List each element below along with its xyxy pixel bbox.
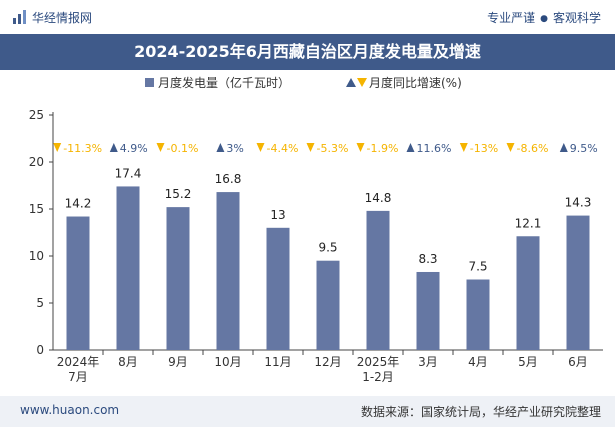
bar-value-label: 8.3 <box>418 252 437 266</box>
bar-value-label: 13 <box>270 208 285 222</box>
y-tick-label: 15 <box>29 202 44 216</box>
tagline-left: 专业严谨 <box>487 11 536 25</box>
growth-down-marker <box>459 143 468 152</box>
footer: www.huaon.com 数据来源：国家统计局，华经产业研究院整理 <box>0 396 615 427</box>
x-tick-label: 5月 <box>518 355 538 369</box>
legend: 月度发电量（亿千瓦时） 月度同比增速(%) <box>145 75 462 90</box>
legend-down-marker <box>357 78 367 87</box>
bar-value-label: 7.5 <box>468 260 487 274</box>
tagline-right: 客观科学 <box>552 11 601 25</box>
growth-up-marker <box>216 143 225 152</box>
growth-label: -8.6% <box>517 142 549 155</box>
tagline: 专业严谨 ● 客观科学 <box>487 9 601 26</box>
growth-label: -4.4% <box>267 142 299 155</box>
growth-label: -1.9% <box>367 142 399 155</box>
x-tick-label: 3月 <box>418 355 438 369</box>
growth-label: -5.3% <box>317 142 349 155</box>
logo-icon <box>13 10 26 24</box>
bar-value-label: 17.4 <box>115 166 142 180</box>
growth-up-marker <box>109 143 118 152</box>
x-tick-label: 4月 <box>468 355 488 369</box>
growth-up-marker <box>406 143 415 152</box>
bar-value-label: 14.3 <box>565 196 592 210</box>
brand-name: 华经情报网 <box>32 11 93 25</box>
y-tick-label: 20 <box>29 155 44 169</box>
bar-value-label: 16.8 <box>215 172 242 186</box>
x-tick-label: 12月 <box>314 355 341 369</box>
growth-down-marker <box>256 143 265 152</box>
growth-down-marker <box>306 143 315 152</box>
bar <box>266 227 290 350</box>
bar-value-label: 14.2 <box>65 197 92 211</box>
legend-bar-swatch <box>145 78 154 87</box>
legend-bar-label: 月度发电量（亿千瓦时） <box>158 75 290 90</box>
x-tick-label: 1-2月 <box>362 370 394 384</box>
growth-up-marker <box>559 143 568 152</box>
chart-title: 2024-2025年6月西藏自治区月度发电量及增速 <box>0 34 615 70</box>
bar <box>166 207 190 350</box>
bar <box>216 192 240 350</box>
bar <box>66 216 90 350</box>
x-tick-label: 7月 <box>68 370 88 384</box>
growth-label: 3% <box>226 142 243 155</box>
y-tick-label: 0 <box>36 343 44 357</box>
x-tick-label: 10月 <box>214 355 241 369</box>
bar-value-label: 12.1 <box>515 216 542 230</box>
legend-line-label: 月度同比增速(%) <box>369 75 462 90</box>
growth-down-marker <box>506 143 515 152</box>
growth-label: 4.9% <box>120 142 148 155</box>
growth-labels: -11.3% 4.9% -0.1% 3% -4.4% -5.3% -1.9% 11.6% -13… <box>53 142 598 155</box>
y-tick-label: 5 <box>36 296 44 310</box>
growth-label: -11.3% <box>63 142 102 155</box>
x-tick-label: 2025年 <box>357 355 400 369</box>
bar <box>466 279 490 350</box>
x-tick-label: 2024年 <box>57 355 100 369</box>
y-tick-label: 10 <box>29 249 44 263</box>
growth-label: -13% <box>470 142 498 155</box>
x-tick-label: 8月 <box>118 355 138 369</box>
growth-label: 9.5% <box>570 142 598 155</box>
growth-label: 11.6% <box>417 142 452 155</box>
x-tick-label: 9月 <box>168 355 188 369</box>
bar <box>366 210 390 350</box>
bar-value-label: 9.5 <box>318 241 337 255</box>
bar <box>316 260 340 350</box>
growth-label: -0.1% <box>167 142 199 155</box>
y-tick-label: 25 <box>29 108 44 122</box>
legend-up-marker <box>346 78 356 87</box>
bar <box>416 271 440 350</box>
bar <box>516 236 540 350</box>
bars: 14.2 17.4 15.2 16.8 13 9.5 14.8 8.3 7.5 12.1 14.3 <box>65 166 592 350</box>
growth-down-marker <box>53 143 62 152</box>
x-tick-label: 6月 <box>568 355 588 369</box>
footer-url: www.huaon.com <box>20 403 120 417</box>
bar <box>116 186 140 350</box>
x-tick-label: 11月 <box>264 355 291 369</box>
growth-down-marker <box>156 143 165 152</box>
bar-value-label: 14.8 <box>365 191 392 205</box>
header-bar: 华经情报网 专业严谨 ● 客观科学 <box>0 0 615 34</box>
bullet-icon: ● <box>540 14 548 24</box>
bar-value-label: 15.2 <box>165 187 192 201</box>
footer-source: 数据来源：国家统计局，华经产业研究院整理 <box>360 405 601 419</box>
bar <box>566 215 590 350</box>
growth-down-marker <box>356 143 365 152</box>
